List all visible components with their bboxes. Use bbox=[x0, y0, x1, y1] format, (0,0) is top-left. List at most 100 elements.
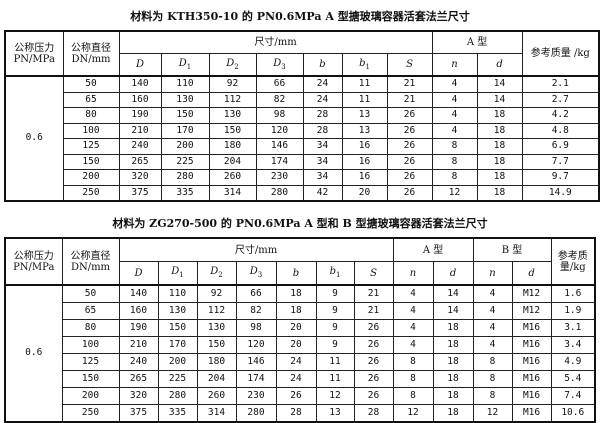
table-cell: 50 bbox=[62, 75, 120, 93]
subheader-text: b1 bbox=[359, 57, 370, 71]
table-cell: 8 bbox=[472, 387, 513, 405]
header-b-type: B 型 bbox=[472, 237, 552, 262]
subheader-text: D2 bbox=[210, 266, 223, 280]
table-cell: 98 bbox=[235, 319, 277, 337]
subheader-b: b bbox=[275, 261, 317, 286]
header-pn: 公称压力 PN/MPa bbox=[4, 30, 64, 77]
table-cell: 100 bbox=[61, 336, 120, 354]
table-cell: 1.9 bbox=[550, 302, 596, 320]
table-cell: 8 bbox=[431, 169, 478, 186]
table-cell: 280 bbox=[157, 387, 198, 405]
subheader-text: b bbox=[319, 59, 326, 70]
pn-value: 0.6 bbox=[4, 284, 63, 423]
table-row: 65 160 130 112 82 18 9 21 4 14 4 M12 1.9 bbox=[5, 302, 596, 320]
table1-title: 材料为 KTH350-10 的 PN0.6MPa A 型搪玻璃容器活套法兰尺寸 bbox=[130, 10, 470, 23]
table-cell: 21 bbox=[353, 284, 394, 303]
table-cell: 120 bbox=[235, 336, 277, 354]
table-cell: 4 bbox=[431, 107, 478, 124]
table-cell: 250 bbox=[61, 404, 120, 423]
subheader-text: D bbox=[134, 267, 143, 279]
subheader-d2: D2 bbox=[196, 261, 237, 286]
table-cell: 26 bbox=[386, 122, 433, 139]
subheader-text: D1 bbox=[171, 266, 184, 280]
table-cell: 92 bbox=[208, 75, 257, 93]
table-cell: 100 bbox=[62, 122, 120, 139]
table-cell: 112 bbox=[208, 91, 257, 108]
table-cell: 26 bbox=[353, 319, 394, 337]
table-cell: 112 bbox=[196, 302, 237, 320]
table-cell: 4 bbox=[392, 336, 434, 354]
header-size: 尺寸/mm bbox=[118, 30, 433, 54]
subheader-text: b1 bbox=[329, 266, 341, 280]
table-cell: 21 bbox=[386, 91, 433, 108]
header-a-type: A 型 bbox=[392, 237, 474, 262]
table-cell: 80 bbox=[61, 319, 120, 337]
table-cell: 12 bbox=[392, 404, 434, 423]
table-cell: 150 bbox=[208, 122, 257, 139]
table-cell: 240 bbox=[118, 353, 159, 371]
table-row: 0.6 50 140 110 92 66 18 9 21 4 14 4 M12 1.6 bbox=[4, 284, 596, 423]
table-cell: 280 bbox=[255, 184, 304, 202]
table-cell: 280 bbox=[235, 404, 277, 423]
table-cell: 11 bbox=[341, 91, 388, 108]
table-row: 150 265 225 204 174 34 16 26 8 18 7.7 bbox=[5, 153, 600, 170]
subheader-d3: D3 bbox=[235, 261, 277, 286]
table-cell: 320 bbox=[118, 387, 159, 405]
header-a-type: A 型 bbox=[431, 30, 523, 54]
table-cell: 130 bbox=[157, 302, 198, 320]
table-cell: 66 bbox=[235, 284, 277, 303]
table-cell: 200 bbox=[157, 353, 198, 371]
table-cell: 210 bbox=[118, 336, 159, 354]
table-cell: 4 bbox=[472, 302, 513, 320]
table-cell: 98 bbox=[255, 107, 304, 124]
table-cell: 18 bbox=[476, 122, 523, 139]
table-cell: 18 bbox=[476, 138, 523, 155]
table-cell: 34 bbox=[302, 169, 343, 186]
table-cell: 150 bbox=[196, 336, 237, 354]
subheader-d: D bbox=[118, 53, 162, 77]
subheader-text: S bbox=[406, 59, 413, 70]
table-cell: 4 bbox=[472, 284, 513, 303]
table-cell: 335 bbox=[160, 184, 210, 202]
header-mass: 参考质量 /kg bbox=[521, 30, 600, 77]
table-cell: 82 bbox=[255, 91, 304, 108]
table-cell: 375 bbox=[118, 404, 159, 423]
table-cell: 4 bbox=[472, 319, 513, 337]
table-cell: M12 bbox=[511, 284, 552, 303]
subheader-b1: b1 bbox=[315, 261, 355, 286]
table-cell: 12 bbox=[472, 404, 513, 423]
subheader-s: S bbox=[386, 53, 433, 77]
table-cell: 130 bbox=[196, 319, 237, 337]
subheader-d: D bbox=[118, 261, 159, 286]
table-row: 200 320 280 260 230 34 16 26 8 18 9.7 bbox=[5, 169, 600, 186]
table-cell: 18 bbox=[432, 387, 474, 405]
table-cell: 190 bbox=[118, 319, 159, 337]
subheader-b1: b1 bbox=[341, 53, 388, 77]
table-cell: 14 bbox=[432, 302, 474, 320]
table-cell: 18 bbox=[432, 336, 474, 354]
table-cell: 225 bbox=[157, 370, 198, 388]
table-cell: 4 bbox=[392, 319, 434, 337]
table-row: 0.6 50 140 110 92 66 24 11 21 4 14 2.1 bbox=[4, 75, 600, 202]
table-cell: 26 bbox=[386, 184, 433, 202]
table-cell: 13 bbox=[341, 122, 388, 139]
table-cell: 125 bbox=[61, 353, 120, 371]
table-cell: 28 bbox=[302, 107, 343, 124]
table-cell: 10.6 bbox=[550, 404, 596, 423]
subheader-text: d bbox=[528, 267, 535, 279]
subheader-d: d bbox=[432, 261, 474, 286]
subheader-d: d bbox=[476, 53, 523, 77]
table-cell: 8 bbox=[431, 153, 478, 170]
table-row: 150 265 225 204 174 24 11 26 8 18 8 M16 5.4 bbox=[5, 370, 596, 388]
subheader-text: n bbox=[409, 267, 417, 279]
subheader-d1: D1 bbox=[157, 261, 198, 286]
table-cell: 110 bbox=[160, 75, 210, 93]
subheader-text: b bbox=[292, 267, 300, 279]
table-cell: 92 bbox=[196, 284, 237, 303]
table-cell: 13 bbox=[315, 404, 355, 423]
table-cell: 8 bbox=[392, 387, 434, 405]
subheader-n: n bbox=[431, 53, 478, 77]
table-cell: 314 bbox=[196, 404, 237, 423]
table-cell: 2.7 bbox=[521, 91, 600, 108]
table-row: 80 190 150 130 98 20 9 26 4 18 4 M16 3.1 bbox=[5, 319, 596, 337]
